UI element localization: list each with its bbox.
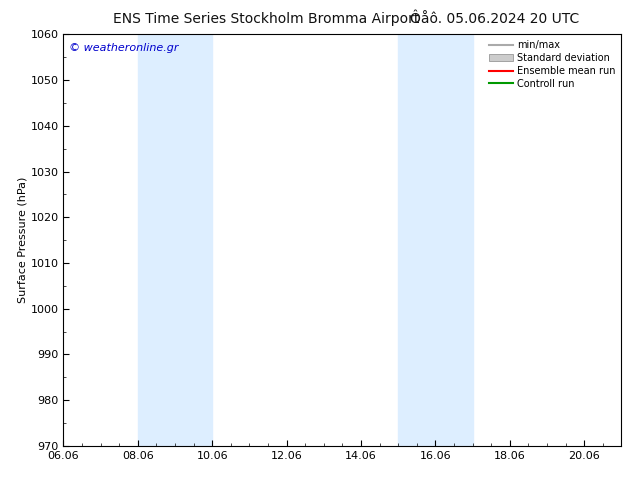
- Bar: [398, 34, 472, 446]
- Text: ENS Time Series Stockholm Bromma Airport: ENS Time Series Stockholm Bromma Airport: [113, 12, 420, 26]
- Legend: min/max, Standard deviation, Ensemble mean run, Controll run: min/max, Standard deviation, Ensemble me…: [485, 36, 619, 93]
- Text: Ôåô. 05.06.2024 20 UTC: Ôåô. 05.06.2024 20 UTC: [410, 12, 579, 26]
- Y-axis label: Surface Pressure (hPa): Surface Pressure (hPa): [18, 177, 28, 303]
- Bar: [138, 34, 212, 446]
- Text: © weatheronline.gr: © weatheronline.gr: [69, 43, 179, 52]
